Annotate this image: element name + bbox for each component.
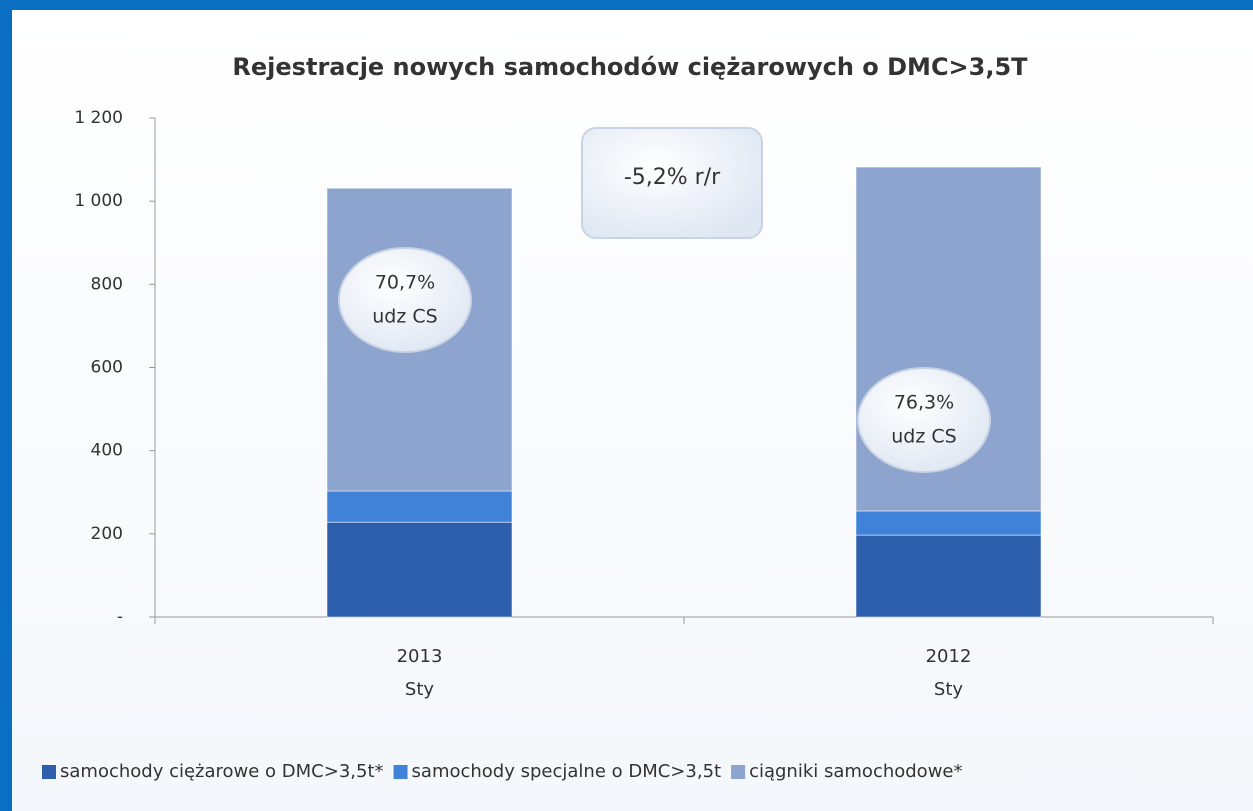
x-tick-label: 2012 (926, 646, 972, 667)
chart-title: Rejestracje nowych samochodów ciężarowyc… (232, 53, 1028, 81)
y-tick-label: 200 (91, 524, 123, 544)
annotation-text: 76,3% (894, 392, 954, 414)
bar-segment (326, 490, 513, 523)
x-tick-sublabel: Sty (405, 679, 434, 700)
bar-segment (326, 521, 513, 618)
y-tick-label: 1 000 (74, 191, 123, 211)
bar-segment (855, 510, 1042, 536)
bar-segment (855, 534, 1042, 618)
y-tick-label: 600 (91, 358, 123, 378)
legend-label: samochody specjalne o DMC>3,5t (412, 761, 722, 782)
y-tick-label: - (117, 607, 123, 627)
x-tick-label: 2013 (397, 646, 443, 667)
legend-swatch (731, 765, 746, 779)
legend-swatch (393, 765, 408, 779)
legend-label: ciągniki samochodowe* (749, 761, 962, 782)
annotation-text: 70,7% (375, 272, 435, 294)
annotation-text: -5,2% r/r (624, 165, 721, 190)
y-tick-label: 1 200 (74, 108, 123, 128)
x-tick-sublabel: Sty (934, 679, 963, 700)
y-tick-label: 800 (91, 274, 123, 294)
legend-swatch (42, 765, 56, 779)
annotation-bubble (857, 367, 991, 473)
legend-label: samochody ciężarowe o DMC>3,5t* (60, 761, 384, 782)
annotation-bubble (338, 247, 472, 353)
y-tick-label: 400 (91, 441, 123, 461)
annotation-box (581, 127, 763, 239)
annotation-text: udz CS (372, 306, 437, 328)
annotation-text: udz CS (891, 426, 956, 448)
